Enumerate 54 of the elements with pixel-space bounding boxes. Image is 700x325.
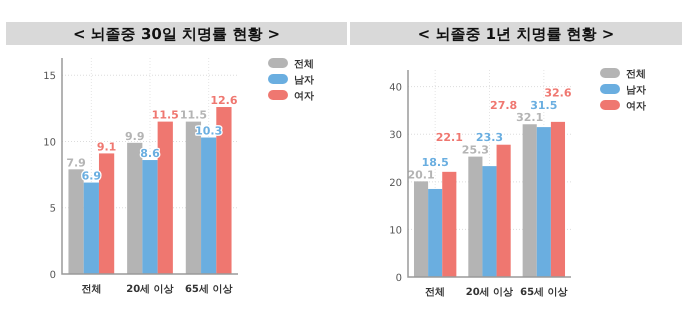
- data-label: 11.5: [180, 108, 207, 122]
- x-tick-label: 65세 이상: [184, 284, 232, 295]
- legend-label: 여자: [294, 91, 314, 102]
- y-tick-label: 10: [389, 225, 402, 236]
- bar: [142, 160, 158, 274]
- y-tick-label: 0: [50, 270, 56, 281]
- legend-label: 남자: [294, 75, 314, 86]
- y-tick-label: 15: [43, 71, 56, 82]
- data-label: 12.6: [210, 94, 238, 108]
- y-tick-label: 5: [50, 204, 56, 215]
- data-label: 20.1: [407, 168, 435, 182]
- bar: [522, 124, 537, 277]
- bar: [68, 169, 84, 274]
- data-label: 9.1: [96, 140, 116, 154]
- bar: [428, 188, 442, 277]
- y-tick-label: 20: [389, 178, 402, 189]
- bar: [550, 122, 566, 277]
- x-tick-label: 65세 이상: [520, 287, 568, 298]
- y-tick-label: 10: [43, 137, 56, 148]
- data-label: 31.5: [530, 98, 558, 112]
- bar: [84, 182, 99, 274]
- x-tick-label: 전체: [425, 287, 446, 298]
- data-label: 32.1: [516, 111, 544, 124]
- bar: [482, 166, 497, 277]
- legend-label: 전체: [626, 69, 646, 80]
- legend-label: 전체: [294, 59, 314, 70]
- x-tick-label: 20세 이상: [466, 287, 514, 298]
- bar: [468, 156, 482, 277]
- data-label: 25.3: [462, 144, 489, 157]
- bar: [201, 138, 216, 274]
- chart-title: < 뇌졸중 30일 치명률 현황 >: [72, 25, 280, 43]
- data-label: 7.9: [66, 156, 86, 170]
- bar: [496, 144, 511, 277]
- chart-title: < 뇌졸중 1년 치명률 현황 >: [418, 25, 614, 43]
- bar: [442, 172, 456, 277]
- data-label: 32.6: [544, 86, 572, 100]
- legend-label: 남자: [626, 85, 646, 96]
- data-label: 11.5: [152, 108, 179, 122]
- y-tick-label: 30: [389, 130, 402, 142]
- x-tick-label: 20세 이상: [126, 284, 174, 295]
- bar: [536, 127, 551, 277]
- x-tick-label: 전체: [81, 284, 102, 295]
- legend-label: 여자: [626, 101, 646, 112]
- bar: [414, 181, 428, 277]
- data-label: 27.8: [490, 98, 518, 112]
- data-label: 22.1: [436, 131, 463, 144]
- y-tick-label: 40: [389, 82, 402, 94]
- data-label: 18.5: [422, 156, 449, 169]
- data-label: 23.3: [476, 131, 504, 144]
- bar: [98, 153, 114, 274]
- bar: [127, 142, 142, 274]
- bar: [158, 122, 173, 274]
- y-tick-label: 0: [396, 273, 402, 284]
- data-label: 9.9: [124, 130, 144, 143]
